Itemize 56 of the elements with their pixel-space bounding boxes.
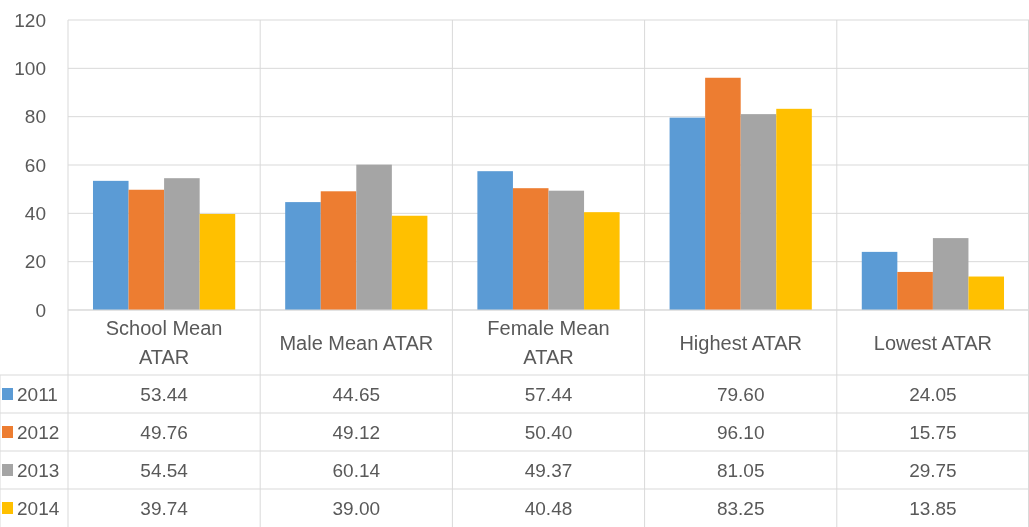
data-label: 49.76	[140, 421, 188, 443]
bar	[391, 215, 428, 310]
y-tick-label: 40	[24, 202, 46, 224]
data-label: 54.54	[140, 459, 189, 481]
bar	[861, 251, 898, 310]
x-tick-label: Highest ATAR	[679, 331, 803, 354]
x-tick-label: Lowest ATAR	[873, 331, 992, 354]
data-label: 44.65	[332, 383, 381, 405]
data-label: 39.00	[332, 497, 381, 519]
data-label: 15.75	[909, 421, 957, 443]
y-tick-label: 0	[35, 299, 46, 321]
y-tick-label: 120	[14, 9, 46, 31]
bar	[584, 212, 620, 310]
legend-label: 2012	[17, 421, 60, 443]
bar	[356, 164, 392, 310]
legend-label: 2011	[17, 383, 58, 405]
y-tick-label: 100	[14, 57, 46, 79]
data-label: 49.12	[332, 421, 381, 443]
bar	[897, 271, 933, 310]
data-label: 96.10	[716, 421, 765, 443]
data-label: 13.85	[909, 497, 957, 519]
bar	[740, 114, 777, 310]
bar	[968, 276, 1005, 310]
y-tick-label: 80	[24, 106, 46, 128]
data-label: 83.25	[716, 497, 765, 519]
legend-label: 2014	[17, 497, 60, 519]
data-label: 60.14	[332, 459, 381, 481]
legend-label: 2013	[17, 459, 60, 481]
bar	[669, 117, 706, 310]
y-tick-label: 60	[24, 154, 46, 176]
bar	[320, 191, 357, 310]
data-label: 39.74	[140, 497, 189, 519]
x-tick-label: Male Mean ATAR	[279, 331, 434, 354]
bar	[512, 188, 549, 310]
x-tick-label: Female Mean ATAR	[487, 317, 610, 368]
bar	[477, 171, 513, 310]
bar	[92, 180, 129, 310]
bar	[932, 238, 969, 310]
data-label: 24.05	[909, 383, 957, 405]
data-label: 40.48	[524, 497, 573, 519]
bar	[776, 108, 812, 310]
data-label: 50.40	[524, 421, 573, 443]
data-label: 57.44	[524, 383, 573, 405]
bar	[128, 189, 165, 310]
bar	[285, 202, 321, 310]
data-label: 53.44	[140, 383, 189, 405]
data-label: 79.60	[716, 383, 765, 405]
data-label: 81.05	[716, 459, 765, 481]
data-label: 29.75	[909, 459, 957, 481]
bar	[164, 178, 200, 310]
bar	[705, 77, 741, 310]
bar	[548, 190, 585, 310]
y-tick-label: 20	[24, 251, 46, 273]
bar	[199, 213, 236, 310]
data-label: 49.37	[524, 459, 573, 481]
x-tick-label: School Mean ATAR	[105, 317, 223, 368]
